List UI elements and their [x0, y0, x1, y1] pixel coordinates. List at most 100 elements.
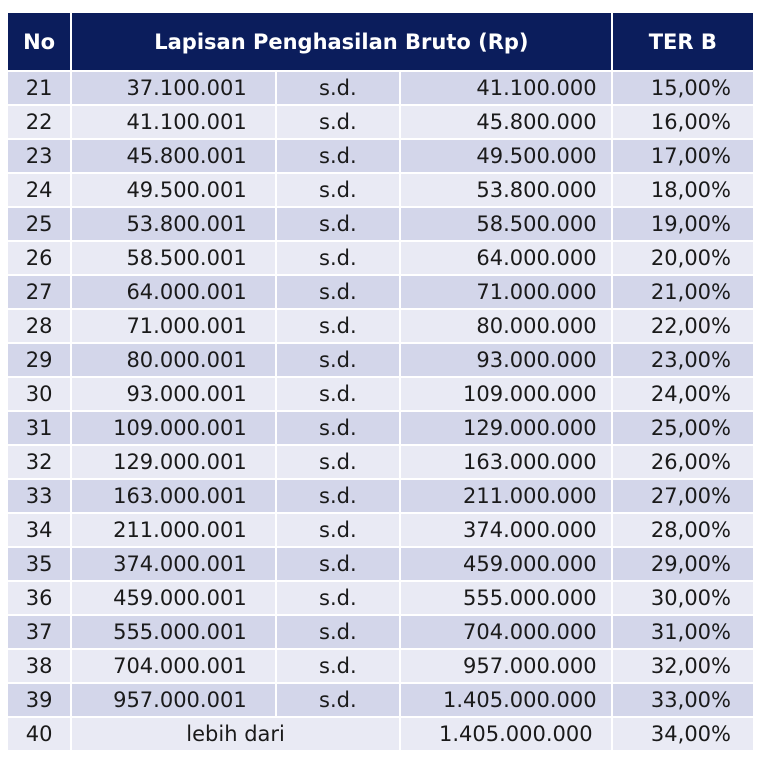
rate-value: 33,00%	[612, 684, 753, 716]
row-number: 28	[8, 310, 71, 342]
table-body: 21 37.100.001 s.d. 41.100.000 15,00% 22 41.100…	[8, 72, 753, 750]
row-number: 34	[8, 514, 71, 546]
table-row: 27 64.000.001 s.d. 71.000.000 21,00%	[8, 276, 753, 308]
range-from: 64.000.001	[72, 276, 275, 308]
row-number: 31	[8, 412, 71, 444]
table-row: 33 163.000.001 s.d. 211.000.000 27,00%	[8, 480, 753, 512]
table-row: 37 555.000.001 s.d. 704.000.000 31,00%	[8, 616, 753, 648]
range-separator: s.d.	[276, 548, 400, 580]
rate-value: 22,00%	[612, 310, 753, 342]
row-number: 36	[8, 582, 71, 614]
row-number: 40	[8, 718, 71, 750]
range-separator: s.d.	[276, 106, 400, 138]
range-separator: s.d.	[276, 616, 400, 648]
range-to: 53.800.000	[401, 174, 611, 206]
row-number: 29	[8, 344, 71, 376]
rate-value: 25,00%	[612, 412, 753, 444]
rate-value: 18,00%	[612, 174, 753, 206]
rate-value: 31,00%	[612, 616, 753, 648]
range-to: 109.000.000	[401, 378, 611, 410]
range-from: 704.000.001	[72, 650, 275, 682]
range-from: 49.500.001	[72, 174, 275, 206]
range-from: 37.100.001	[72, 72, 275, 104]
range-to: 41.100.000	[401, 72, 611, 104]
range-separator: s.d.	[276, 446, 400, 478]
range-from: 53.800.001	[72, 208, 275, 240]
rate-value: 32,00%	[612, 650, 753, 682]
row-number: 26	[8, 242, 71, 274]
rate-value: 15,00%	[612, 72, 753, 104]
range-from: 555.000.001	[72, 616, 275, 648]
header-range: Lapisan Penghasilan Bruto (Rp)	[72, 13, 611, 70]
table-row: 31 109.000.001 s.d. 129.000.000 25,00%	[8, 412, 753, 444]
table-row: 34 211.000.001 s.d. 374.000.000 28,00%	[8, 514, 753, 546]
range-separator: s.d.	[276, 684, 400, 716]
range-to: 93.000.000	[401, 344, 611, 376]
rate-value: 28,00%	[612, 514, 753, 546]
range-from: 45.800.001	[72, 140, 275, 172]
row-number: 35	[8, 548, 71, 580]
row-number: 22	[8, 106, 71, 138]
rate-value: 16,00%	[612, 106, 753, 138]
table-row: 25 53.800.001 s.d. 58.500.000 19,00%	[8, 208, 753, 240]
range-to: 555.000.000	[401, 582, 611, 614]
row-number: 30	[8, 378, 71, 410]
table-row: 36 459.000.001 s.d. 555.000.000 30,00%	[8, 582, 753, 614]
header-row: No Lapisan Penghasilan Bruto (Rp) TER B	[8, 13, 753, 70]
header-no: No	[8, 13, 71, 70]
rate-value: 27,00%	[612, 480, 753, 512]
range-from: 41.100.001	[72, 106, 275, 138]
range-to: 58.500.000	[401, 208, 611, 240]
range-to: 80.000.000	[401, 310, 611, 342]
range-separator: s.d.	[276, 174, 400, 206]
row-number: 37	[8, 616, 71, 648]
table-row: 26 58.500.001 s.d. 64.000.000 20,00%	[8, 242, 753, 274]
header-rate: TER B	[612, 13, 753, 70]
row-number: 21	[8, 72, 71, 104]
rate-value: 24,00%	[612, 378, 753, 410]
range-from: 93.000.001	[72, 378, 275, 410]
range-to: 129.000.000	[401, 412, 611, 444]
rate-value: 20,00%	[612, 242, 753, 274]
table-row: 28 71.000.001 s.d. 80.000.000 22,00%	[8, 310, 753, 342]
range-separator: s.d.	[276, 208, 400, 240]
table-row: 24 49.500.001 s.d. 53.800.000 18,00%	[8, 174, 753, 206]
row-number: 25	[8, 208, 71, 240]
range-separator: s.d.	[276, 310, 400, 342]
range-to: 211.000.000	[401, 480, 611, 512]
range-separator: s.d.	[276, 242, 400, 274]
range-from: 459.000.001	[72, 582, 275, 614]
range-separator: s.d.	[276, 140, 400, 172]
rate-value: 19,00%	[612, 208, 753, 240]
rate-value: 30,00%	[612, 582, 753, 614]
range-to: 459.000.000	[401, 548, 611, 580]
table-row: 32 129.000.001 s.d. 163.000.000 26,00%	[8, 446, 753, 478]
range-separator: s.d.	[276, 480, 400, 512]
table-row: 23 45.800.001 s.d. 49.500.000 17,00%	[8, 140, 753, 172]
range-separator: s.d.	[276, 344, 400, 376]
range-to: 45.800.000	[401, 106, 611, 138]
range-from: 109.000.001	[72, 412, 275, 444]
range-from: 957.000.001	[72, 684, 275, 716]
row-number: 33	[8, 480, 71, 512]
range-to: 71.000.000	[401, 276, 611, 308]
range-to: 64.000.000	[401, 242, 611, 274]
ter-b-table: No Lapisan Penghasilan Bruto (Rp) TER B …	[6, 11, 755, 752]
range-more-than-label: lebih dari	[72, 718, 400, 750]
rate-value: 23,00%	[612, 344, 753, 376]
row-number: 27	[8, 276, 71, 308]
table-row: 22 41.100.001 s.d. 45.800.000 16,00%	[8, 106, 753, 138]
range-separator: s.d.	[276, 412, 400, 444]
row-number: 23	[8, 140, 71, 172]
range-separator: s.d.	[276, 650, 400, 682]
range-separator: s.d.	[276, 514, 400, 546]
range-to: 374.000.000	[401, 514, 611, 546]
rate-value: 17,00%	[612, 140, 753, 172]
range-separator: s.d.	[276, 276, 400, 308]
range-from: 129.000.001	[72, 446, 275, 478]
rate-value: 29,00%	[612, 548, 753, 580]
table-row: 35 374.000.001 s.d. 459.000.000 29,00%	[8, 548, 753, 580]
range-separator: s.d.	[276, 378, 400, 410]
table-row: 29 80.000.001 s.d. 93.000.000 23,00%	[8, 344, 753, 376]
row-number: 38	[8, 650, 71, 682]
